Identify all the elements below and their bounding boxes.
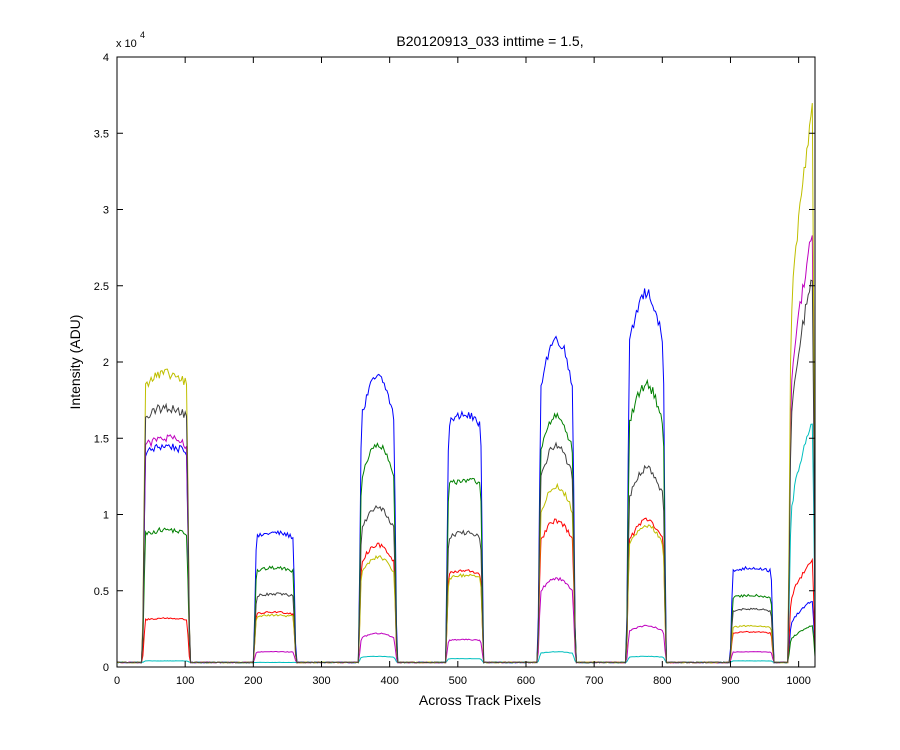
- y-tick-label: 2.5: [94, 281, 109, 293]
- x-axis-label: Across Track Pixels: [419, 692, 541, 708]
- x-tick-label: 100: [176, 675, 194, 687]
- plot-area: [117, 57, 815, 667]
- series-layer: [116, 103, 816, 664]
- x-tick-label: 800: [653, 675, 671, 687]
- x-tick-label: 1000: [786, 675, 810, 687]
- y-tick-label: 1.5: [94, 433, 109, 445]
- y-tick-label: 0: [103, 662, 109, 674]
- y-axis-label: Intensity (ADU): [67, 315, 83, 410]
- y-tick-label: 3: [103, 205, 109, 217]
- y-exponent-power: 4: [140, 30, 145, 40]
- chart-title: B20120913_033 inttime = 1.5,: [396, 33, 583, 49]
- x-tick-label: 300: [312, 675, 330, 687]
- y-tick-label: 1: [103, 510, 109, 522]
- x-tick-label: 600: [517, 675, 535, 687]
- y-tick-label: 2: [103, 357, 109, 369]
- y-axis: 0 0.5 1 1.5 2 2.5 3 3.5 4: [94, 52, 815, 674]
- x-tick-label: 700: [585, 675, 603, 687]
- x-tick-label: 200: [244, 675, 262, 687]
- y-tick-label: 0.5: [94, 586, 109, 598]
- x-tick-label: 400: [380, 675, 398, 687]
- series-line: [117, 279, 816, 664]
- x-tick-label: 0: [114, 675, 120, 687]
- x-axis: 0 100 200 300 400 500 600 700 800 900 1000: [114, 57, 811, 687]
- y-tick-label: 4: [103, 52, 109, 64]
- y-exponent-base: x 10: [116, 38, 137, 50]
- x-tick-label: 500: [449, 675, 467, 687]
- y-tick-label: 3.5: [94, 128, 109, 140]
- y-exponent: x 10 4: [116, 30, 145, 50]
- x-tick-label: 900: [721, 675, 739, 687]
